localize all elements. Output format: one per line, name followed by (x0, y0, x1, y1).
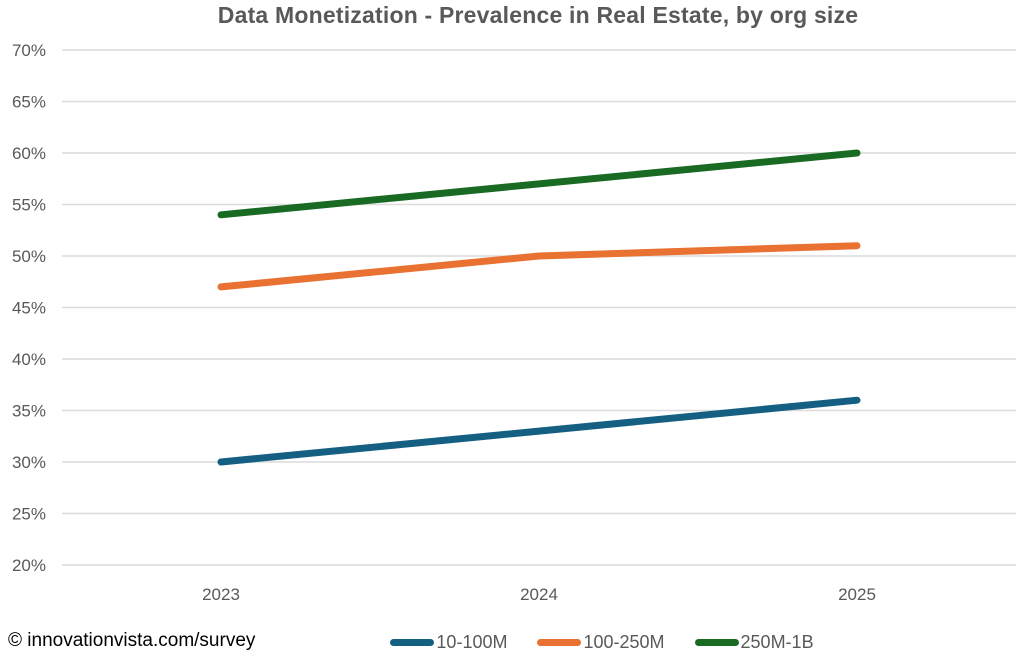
y-axis-tick-label: 65% (12, 93, 46, 112)
y-axis-tick-label: 40% (12, 350, 46, 369)
y-axis-tick-label: 60% (12, 144, 46, 163)
legend-label: 100-250M (583, 631, 665, 652)
y-axis-tick-label: 35% (12, 402, 46, 421)
y-axis-tick-label: 20% (12, 556, 46, 575)
y-axis-tick-label: 25% (12, 505, 46, 524)
series-line-10-100M (217, 396, 861, 466)
legend-item: 10-100M (390, 632, 507, 653)
y-axis-tick-label: 50% (12, 247, 46, 266)
legend-line-swatch-orange (537, 638, 582, 646)
legend-item: 100-250M (537, 631, 665, 653)
legend-line-swatch-blue (390, 638, 435, 646)
legend-item: 250M-1B (694, 631, 814, 653)
series-line-100-250M (217, 242, 861, 291)
legend-label: 10-100M (436, 631, 508, 652)
y-axis-tick-label: 55% (12, 196, 46, 215)
x-axis-tick-label: 2023 (202, 585, 240, 604)
source-text: © innovationvista.com/survey (8, 630, 256, 651)
legend: 10-100M 100-250M 250M-1B (0, 624, 1024, 660)
legend-label: 250M-1B (740, 631, 814, 652)
y-axis-tick-label: 30% (12, 453, 46, 472)
y-axis-tick-label: 45% (12, 299, 46, 318)
x-axis-tick-label: 2025 (838, 585, 876, 604)
y-axis-tick-label: 70% (12, 41, 46, 60)
chart-title: Data Monetization - Prevalence in Real E… (217, 2, 859, 28)
legend-line-swatch-green (694, 638, 739, 646)
series-line-250M-1B (217, 149, 861, 219)
footer: © innovationvista.com/survey 10-100M 100… (0, 624, 1024, 660)
x-axis-tick-label: 2024 (520, 585, 558, 604)
